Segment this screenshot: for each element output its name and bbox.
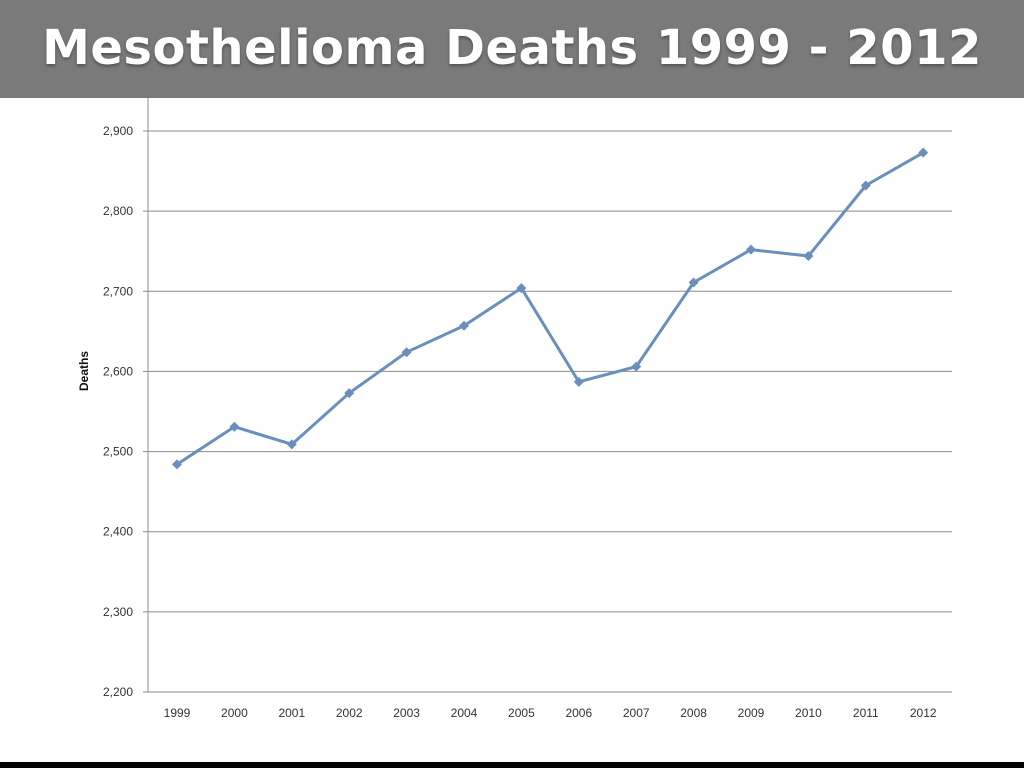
x-tick-label: 2005 [508,706,535,720]
y-tick-label: 2,700 [103,284,133,298]
data-point [860,180,871,191]
data-point [688,277,699,288]
data-point [803,251,814,262]
y-tick-label: 2,400 [103,525,133,539]
x-tick-label: 2007 [623,706,650,720]
y-tick-label: 2,800 [103,204,133,218]
page-title: Mesothelioma Deaths 1999 - 2012 [42,20,982,76]
data-points [172,147,929,470]
x-tick-label: 2012 [910,706,937,720]
data-point [746,244,756,255]
data-point [344,388,355,399]
series-line [176,151,924,466]
y-tick-label: 2,600 [103,364,133,378]
x-tick-label: 1999 [164,706,191,720]
y-tick-label: 2,500 [103,445,133,459]
x-tick-label: 2008 [680,706,707,720]
y-axis-label: Deaths [77,351,91,391]
axes [143,70,149,693]
bottom-rule [0,762,1024,768]
y-tick-label: 2,900 [103,124,133,138]
x-tick-label: 2006 [565,706,592,720]
series-line-group [176,151,924,466]
x-tick-label: 2001 [278,706,305,720]
data-point [631,361,642,372]
data-point [459,320,469,331]
data-point [286,439,297,450]
x-tick-label: 2002 [336,706,363,720]
data-point [573,376,584,387]
x-tick-label: 2004 [451,706,478,720]
y-tick-label: 2,200 [103,685,133,699]
data-point [516,283,527,294]
x-tick-label: 2003 [393,706,420,720]
title-bar: Mesothelioma Deaths 1999 - 2012 [0,0,1024,98]
y-tick-labels: 2,200 2,300 2,400 2,500 2,600 2,700 2,800 2,900 [103,124,133,699]
y-tick-label: 2,300 [103,605,133,619]
data-point [172,459,182,470]
x-tick-label: 2000 [221,706,248,720]
x-tick-label: 2010 [795,706,822,720]
data-point [401,347,412,358]
x-tick-label: 2011 [853,706,879,720]
data-point [229,421,240,432]
x-tick-label: 2009 [738,706,765,720]
x-tick-labels: 1999 2000 2001 2002 2003 2004 2005 2006 2007 2008… [164,706,937,720]
data-point [918,147,929,158]
gridlines [148,130,952,693]
